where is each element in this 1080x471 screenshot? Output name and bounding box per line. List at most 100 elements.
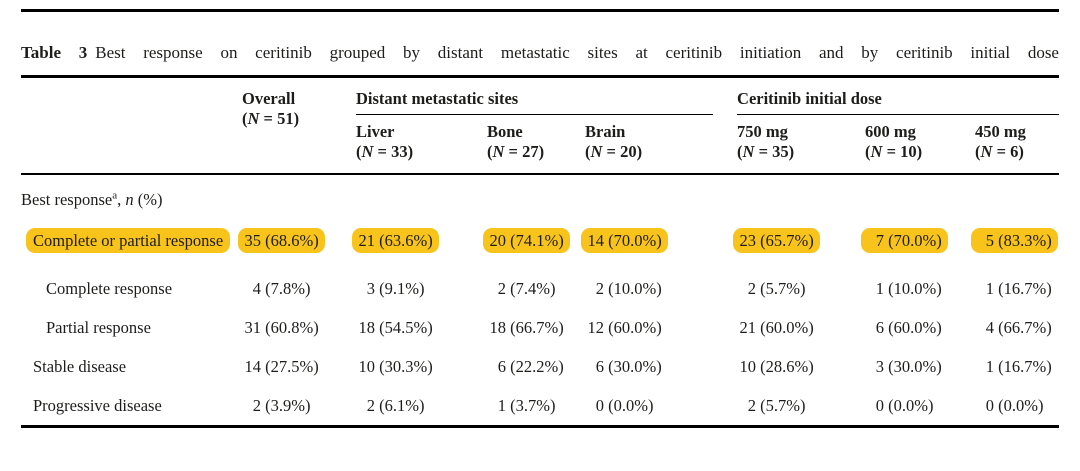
data-cell: 2 (10.0%) <box>585 269 737 308</box>
column-header-450-mg: 450 mg (N = 6) <box>975 114 1060 175</box>
cell-count: 6 <box>875 317 885 337</box>
cell-percent: (5.7%) <box>760 395 806 415</box>
highlight-mark: 20 (74.1%) <box>483 227 570 253</box>
column-label: Bone <box>487 121 523 141</box>
cell-percent: (22.2%) <box>510 356 564 376</box>
n-variable: N <box>247 108 260 128</box>
row-label: Complete or partial response <box>33 230 224 250</box>
cell-percent: (83.3%) <box>998 230 1052 250</box>
highlight-mark: 5 (83.3%) <box>971 227 1058 253</box>
cell-percent: (5.7%) <box>760 278 806 298</box>
caption-rule <box>21 75 1059 78</box>
cell-percent: (3.9%) <box>265 395 311 415</box>
cell-count: 4 <box>252 278 261 298</box>
header-group-row: Overall (N = 51) Distant metastatic sites C… <box>21 77 1060 175</box>
row-label-cell: Progressive disease <box>21 386 242 425</box>
cell-percent: (0.0%) <box>608 395 654 415</box>
cell-percent: (30.0%) <box>608 356 662 376</box>
row-label-cell: Complete response <box>21 269 242 308</box>
top-rule <box>21 9 1059 12</box>
footnote-marker: a <box>112 189 118 201</box>
cell-percent: (60.0%) <box>760 317 814 337</box>
data-cell: 6 (22.2%) <box>487 347 585 386</box>
cell-count: 2 <box>595 278 604 298</box>
row-label: Complete response <box>46 278 173 298</box>
cell-count: 23 <box>739 230 757 250</box>
group-header-distant-metastatic-sites: Distant metastatic sites <box>356 78 737 115</box>
table-caption-text: Best response on ceritinib grouped by di… <box>95 43 1059 62</box>
row-label: Progressive disease <box>33 395 162 415</box>
cell-percent: (60.0%) <box>888 317 942 337</box>
table-row: Partial response 31 (60.8%) 18 (54.5%) 18 (… <box>21 308 1059 347</box>
data-cell: 4 (66.7%) <box>975 308 1059 347</box>
table-row: Progressive disease 2 (3.9%) 2 (6.1%) 1 (3.… <box>21 386 1059 425</box>
n-variable: N <box>870 141 883 161</box>
section-row: Best responsea, n (%) <box>21 174 1059 219</box>
results-table: Overall (N = 51) Distant metastatic sites C… <box>21 77 1060 425</box>
column-header-750-mg: 750 mg (N = 35) <box>737 114 866 175</box>
cell-percent: (68.6%) <box>265 230 319 250</box>
page: Table 3 Best response on ceritinib groupe… <box>21 9 1060 428</box>
row-label: Partial response <box>46 317 151 337</box>
cell-count: 21 <box>739 317 757 337</box>
highlight-mark: Complete or partial response <box>26 227 231 253</box>
stat-n-symbol: n <box>125 189 134 209</box>
cell-count: 2 <box>252 395 261 415</box>
highlight-mark: 14 (70.0%) <box>581 227 668 253</box>
cell-count: 18 <box>358 317 376 337</box>
cell-count: 14 <box>244 356 262 376</box>
cell-percent: (28.6%) <box>760 356 814 376</box>
data-cell: 12 (60.0%) <box>585 308 737 347</box>
table-caption: Table 3 Best response on ceritinib groupe… <box>21 42 1059 63</box>
cell-percent: (54.5%) <box>379 317 433 337</box>
data-cell: 5 (83.3%) <box>971 219 1059 269</box>
cell-count: 0 <box>985 395 995 415</box>
n-count-label: (N = 20) <box>585 141 643 161</box>
cell-count: 4 <box>985 317 995 337</box>
column-header-bone: Bone (N = 27) <box>487 114 585 175</box>
highlight-mark: 7 (70.0%) <box>861 227 948 253</box>
cell-count: 31 <box>244 317 262 337</box>
header-columns-row: Liver (N = 33) Bone (N = 27) Brain (N = 20) 75… <box>21 114 1060 175</box>
data-cell: 18 (66.7%) <box>487 308 585 347</box>
section-label-cell: Best responsea, n (%) <box>21 189 163 209</box>
data-cell: 35 (68.6%) <box>238 219 356 269</box>
data-cell: 2 (5.7%) <box>737 269 865 308</box>
data-cell: 1 (3.7%) <box>487 386 585 425</box>
cell-count: 6 <box>595 356 604 376</box>
group-header-rule: Ceritinib initial dose <box>737 89 1060 115</box>
data-cell: 0 (0.0%) <box>585 386 737 425</box>
table-number: Table 3 <box>21 43 88 62</box>
data-cell: 2 (5.7%) <box>737 386 865 425</box>
data-cell: 1 (10.0%) <box>865 269 975 308</box>
cell-count: 6 <box>497 356 506 376</box>
column-label: 600 mg <box>865 121 916 141</box>
n-variable: N <box>742 141 755 161</box>
data-cell: 20 (74.1%) <box>483 219 585 269</box>
cell-percent: (63.6%) <box>379 230 433 250</box>
column-label: Brain <box>585 121 626 141</box>
cell-percent: (16.7%) <box>998 356 1052 376</box>
row-label-cell: Complete or partial response <box>21 219 242 269</box>
n-count-label: (N = 35) <box>737 141 795 161</box>
data-cell: 6 (60.0%) <box>865 308 975 347</box>
n-variable: N <box>980 141 993 161</box>
n-count-label: (N = 27) <box>487 141 545 161</box>
cell-count: 3 <box>875 356 885 376</box>
cell-percent: (30.3%) <box>379 356 433 376</box>
data-cell: 2 (6.1%) <box>356 386 487 425</box>
row-label: Stable disease <box>33 356 127 376</box>
cell-percent: (70.0%) <box>888 230 942 250</box>
column-header-brain: Brain (N = 20) <box>585 114 738 175</box>
column-label: Liver <box>356 121 395 141</box>
cell-count: 5 <box>985 230 995 250</box>
corner-cell <box>21 77 242 175</box>
cell-count: 10 <box>358 356 376 376</box>
column-label: 450 mg <box>975 121 1026 141</box>
cell-count: 7 <box>875 230 885 250</box>
cell-percent: (9.1%) <box>379 278 425 298</box>
cell-percent: (65.7%) <box>760 230 814 250</box>
cell-count: 3 <box>366 278 375 298</box>
data-cell: 4 (7.8%) <box>242 269 356 308</box>
column-label: Overall <box>242 88 296 108</box>
